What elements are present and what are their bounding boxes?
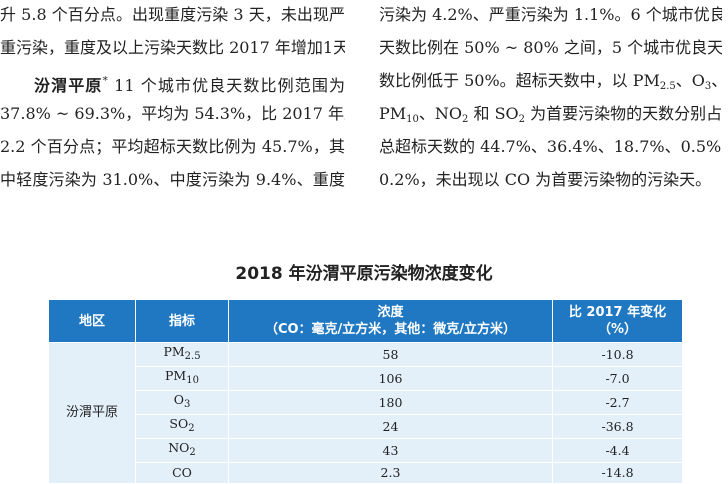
text-line: 汾渭平原* 11 个城市优良天数比例范围为 [0,66,345,99]
header-cell: 浓度 （CO：毫克/立方米，其他：微克/立方米） [228,300,553,343]
change-cell: -2.7 [552,390,683,415]
text-line: 2.2 个百分点；平均超标天数比例为 45.7%，其 [0,132,345,165]
header-text: 比 2017 年变化 [568,305,667,320]
concentration-cell: 43 [228,438,553,463]
text: PM [379,104,407,123]
concentration-cell: 58 [228,342,553,367]
text-line: 重污染，重度及以上污染天数比 2017 年增加1天。 [0,38,345,57]
text: 、NO [418,104,463,123]
text-line: 污染为 4.2%、严重污染为 1.1%。6 个城市优良 [379,0,722,33]
text: 数比例低于 50%。超标天数中，以 PM [379,71,660,90]
text: 0.2%，未出现以 CO 为首要污染物的污染天。 [379,170,712,189]
text: 总超标天数的 44.7%、36.4%、18.7%、0.5% 和 [379,137,722,156]
header-text: 地区 [78,313,105,329]
text-line: 天数比例在 50% ~ 80% 之间，5 个城市优良天 [379,33,722,66]
indicator-cell: NO2 [135,438,229,463]
header-cell: 指标 [135,300,229,343]
table-row: NO2 43 -4.4 [49,438,683,463]
concentration-cell: 106 [228,366,553,391]
table: 地区 指标 浓度 （CO：毫克/立方米，其他：微克/立方米） 比 2017 年变化 （%）… [48,300,683,484]
section-heading: 汾渭平原 [34,76,103,95]
subscript: 2 [462,114,469,125]
change-cell: -14.8 [552,462,683,484]
header-text: 浓度 [377,305,404,320]
text-line: 0.2%，未出现以 CO 为首要污染物的污染天。 [379,165,722,198]
change-cell: -10.8 [552,342,683,367]
region-cell: 汾渭平原 [48,342,136,484]
subscript: 10 [406,114,419,125]
text: 37.8% ~ 69.3%，平均为 54.3%，比 2017 年上升 [0,104,345,123]
subscript: 3 [704,81,712,92]
text: 和 SO [468,104,519,123]
concentration-cell: 180 [228,390,553,415]
change-cell: -4.4 [552,438,683,463]
text-line: 中轻度污染为 31.0%、中度污染为 9.4%、重度 [0,165,345,198]
indicator-cell: O3 [135,390,229,415]
concentration-cell: 2.3 [228,462,553,484]
indicator-cell: PM10 [135,366,229,391]
text: 、O [675,71,705,90]
indicator-cell: CO [135,462,229,484]
header-text: （%） [597,322,638,337]
text: O [173,392,184,407]
text: PM [163,344,185,359]
header-row: 地区 指标 浓度 （CO：毫克/立方米，其他：微克/立方米） 比 2017 年变化 （%） [48,300,683,343]
subscript: 2 [518,114,526,125]
text-line: 37.8% ~ 69.3%，平均为 54.3%，比 2017 年上升 [0,99,345,132]
text: 、 [711,71,722,90]
text: 2.2 个百分点；平均超标天数比例为 45.7%，其 [0,137,345,156]
text-line: PM10、NO2 和 SO2 为首要污染物的天数分别占 [379,99,722,132]
indicator-cell: SO2 [135,414,229,439]
text: 污染为 4.2%、严重污染为 1.1%。6 个城市优良 [379,5,722,24]
header-text: 指标 [168,313,195,329]
table-row: O3 180 -2.7 [49,390,683,415]
text: CO [172,465,192,480]
subscript: 2.5 [659,81,676,92]
header-cell: 地区 [48,300,136,343]
subscript: 2.5 [184,351,201,362]
table-row: CO 2.3 -14.8 [49,462,683,484]
text: SO [169,416,189,431]
table-row: SO2 24 -36.8 [49,414,683,439]
text: 11 个城市优良天数比例范围为 [107,76,345,95]
subscript: 2 [188,423,195,434]
text: 中轻度污染为 31.0%、中度污染为 9.4%、重度 [0,170,345,189]
concentration-cell: 24 [228,414,553,439]
text: 为首要污染物的天数分别占 [525,104,722,123]
header-text: （CO：毫克/立方米，其他：微克/立方米） [264,322,517,337]
left-column: 升 5.8 个百分点。出现重度污染 3 天，未出现严 重污染，重度及以上污染天数比… [0,0,345,198]
subscript: 10 [186,375,199,386]
subscript: 2 [189,447,196,458]
text: NO [168,440,190,455]
text: 天数比例在 50% ~ 80% 之间，5 个城市优良天 [379,38,722,57]
text-line: 升 5.8 个百分点。出现重度污染 3 天，未出现严 [0,5,345,24]
header-cell: 比 2017 年变化 （%） [552,300,683,343]
footnote-mark: * [102,74,108,87]
indicator-cell: PM2.5 [135,342,229,367]
right-column: 污染为 4.2%、严重污染为 1.1%。6 个城市优良 天数比例在 50% ~ 8… [379,0,722,198]
table-title: 2018 年汾渭平原污染物浓度变化 [235,264,493,284]
text-line: 数比例低于 50%。超标天数中，以 PM2.5、O3、 [379,66,722,99]
table-row: PM10 106 -7.0 [49,366,683,391]
change-cell: -36.8 [552,414,683,439]
text: PM [165,368,187,383]
text-line: 总超标天数的 44.7%、36.4%、18.7%、0.5% 和 [379,132,722,165]
subscript: 3 [183,399,191,410]
table-row: 汾渭平原 PM2.5 58 -10.8 [48,342,683,484]
change-cell: -7.0 [552,366,683,391]
